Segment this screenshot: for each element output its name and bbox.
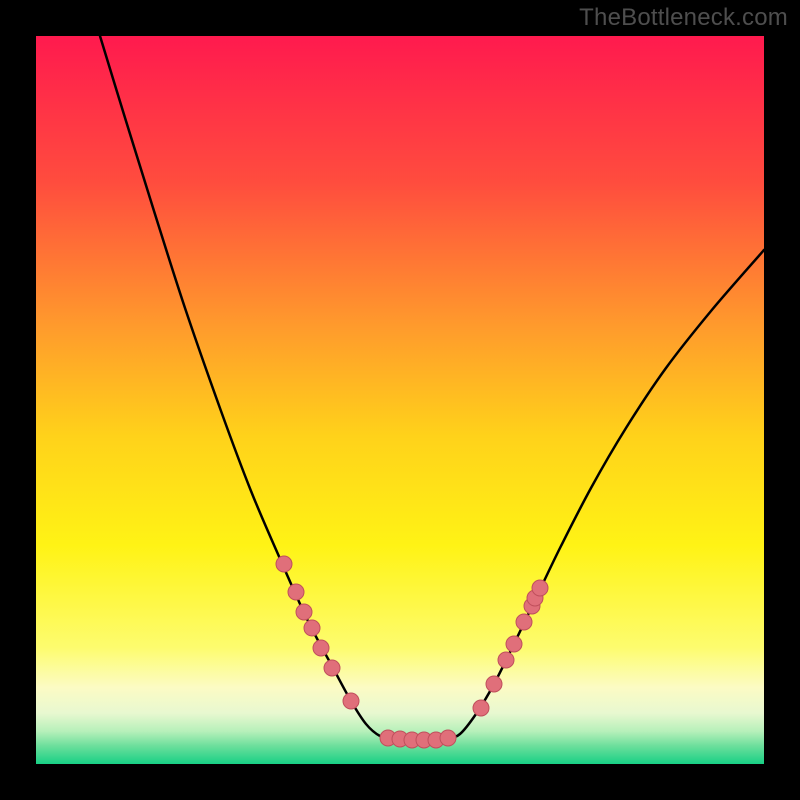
data-marker <box>343 693 359 709</box>
frame-left <box>0 0 36 800</box>
chart-container: TheBottleneck.com <box>0 0 800 800</box>
data-marker <box>473 700 489 716</box>
data-marker <box>486 676 502 692</box>
data-marker <box>276 556 292 572</box>
data-marker <box>304 620 320 636</box>
data-marker <box>440 730 456 746</box>
data-marker <box>296 604 312 620</box>
data-marker <box>313 640 329 656</box>
data-marker <box>506 636 522 652</box>
watermark-text: TheBottleneck.com <box>579 4 788 32</box>
curve-path <box>100 36 764 740</box>
frame-bottom <box>0 764 800 800</box>
data-marker <box>532 580 548 596</box>
data-marker <box>288 584 304 600</box>
plot-area <box>36 36 764 764</box>
frame-right <box>764 0 800 800</box>
data-marker <box>324 660 340 676</box>
data-marker <box>498 652 514 668</box>
data-marker <box>516 614 532 630</box>
marker-group <box>276 556 548 748</box>
chart-overlay <box>36 36 764 764</box>
